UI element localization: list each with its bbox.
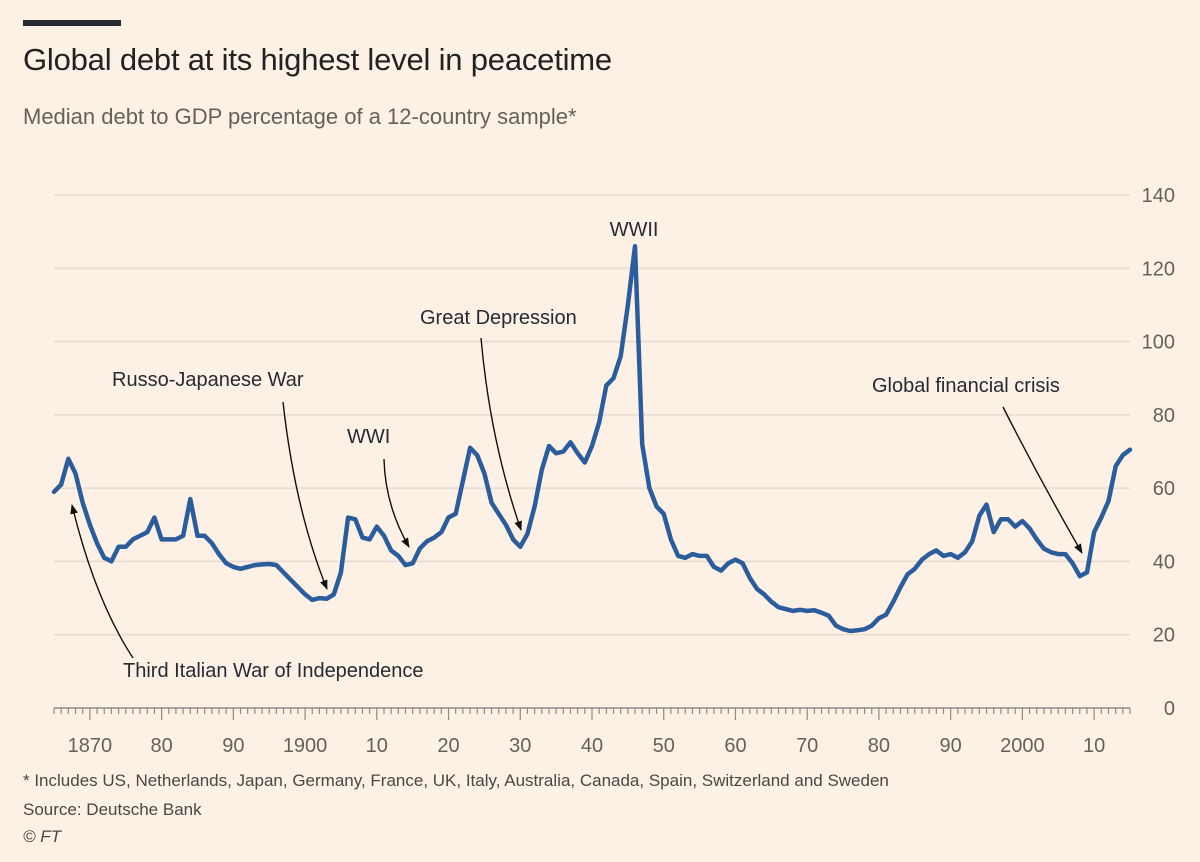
y-tick-label: 20: [1153, 625, 1175, 647]
annotation-label: WWI: [347, 426, 390, 448]
x-tick-label: 60: [724, 735, 746, 757]
x-tick-label: 2000: [1000, 735, 1045, 757]
x-tick-label: 1870: [68, 735, 113, 757]
y-tick-label: 0: [1164, 698, 1175, 720]
annotation-arrow: [282, 401, 328, 590]
x-tick-label: 20: [437, 735, 459, 757]
x-tick-label: 40: [581, 735, 603, 757]
y-tick-label: 60: [1153, 478, 1175, 500]
y-tick-label: 40: [1153, 551, 1175, 573]
x-tick-label: 50: [653, 735, 675, 757]
chart-subtitle: Median debt to GDP percentage of a 12-co…: [23, 104, 577, 129]
x-tick-label: 1900: [283, 735, 328, 757]
annotation-arrow: [383, 458, 410, 548]
y-tick-label: 80: [1153, 405, 1175, 427]
annotation-label: Russo-Japanese War: [112, 369, 304, 391]
series-line-debt-to-gdp: [51, 244, 1133, 634]
title-rule: [23, 20, 121, 26]
x-tick-label: 10: [366, 735, 388, 757]
annotation-label: Great Depression: [420, 307, 577, 329]
x-tick-label: 30: [509, 735, 531, 757]
ft-credit: © FT: [23, 827, 62, 846]
annotation-label: WWII: [610, 219, 659, 241]
source-note: Source: Deutsche Bank: [23, 800, 202, 819]
annotation-arrow: [70, 504, 134, 659]
annotation-label: Global financial crisis: [872, 375, 1060, 397]
x-tick-label: 70: [796, 735, 818, 757]
footnote: * Includes US, Netherlands, Japan, Germa…: [23, 771, 889, 790]
y-tick-label: 100: [1142, 332, 1175, 354]
y-tick-label: 140: [1142, 185, 1175, 207]
x-tick-label: 90: [222, 735, 244, 757]
x-tick-label: 10: [1083, 735, 1105, 757]
x-tick-label: 80: [150, 735, 172, 757]
annotation-label: Third Italian War of Independence: [123, 660, 424, 682]
annotation-arrow: [480, 337, 522, 531]
y-tick-label: 120: [1142, 258, 1175, 280]
annotation-arrow: [1002, 406, 1083, 554]
x-tick-label: 80: [868, 735, 890, 757]
chart-title: Global debt at its highest level in peac…: [23, 42, 612, 77]
x-tick-label: 90: [940, 735, 962, 757]
